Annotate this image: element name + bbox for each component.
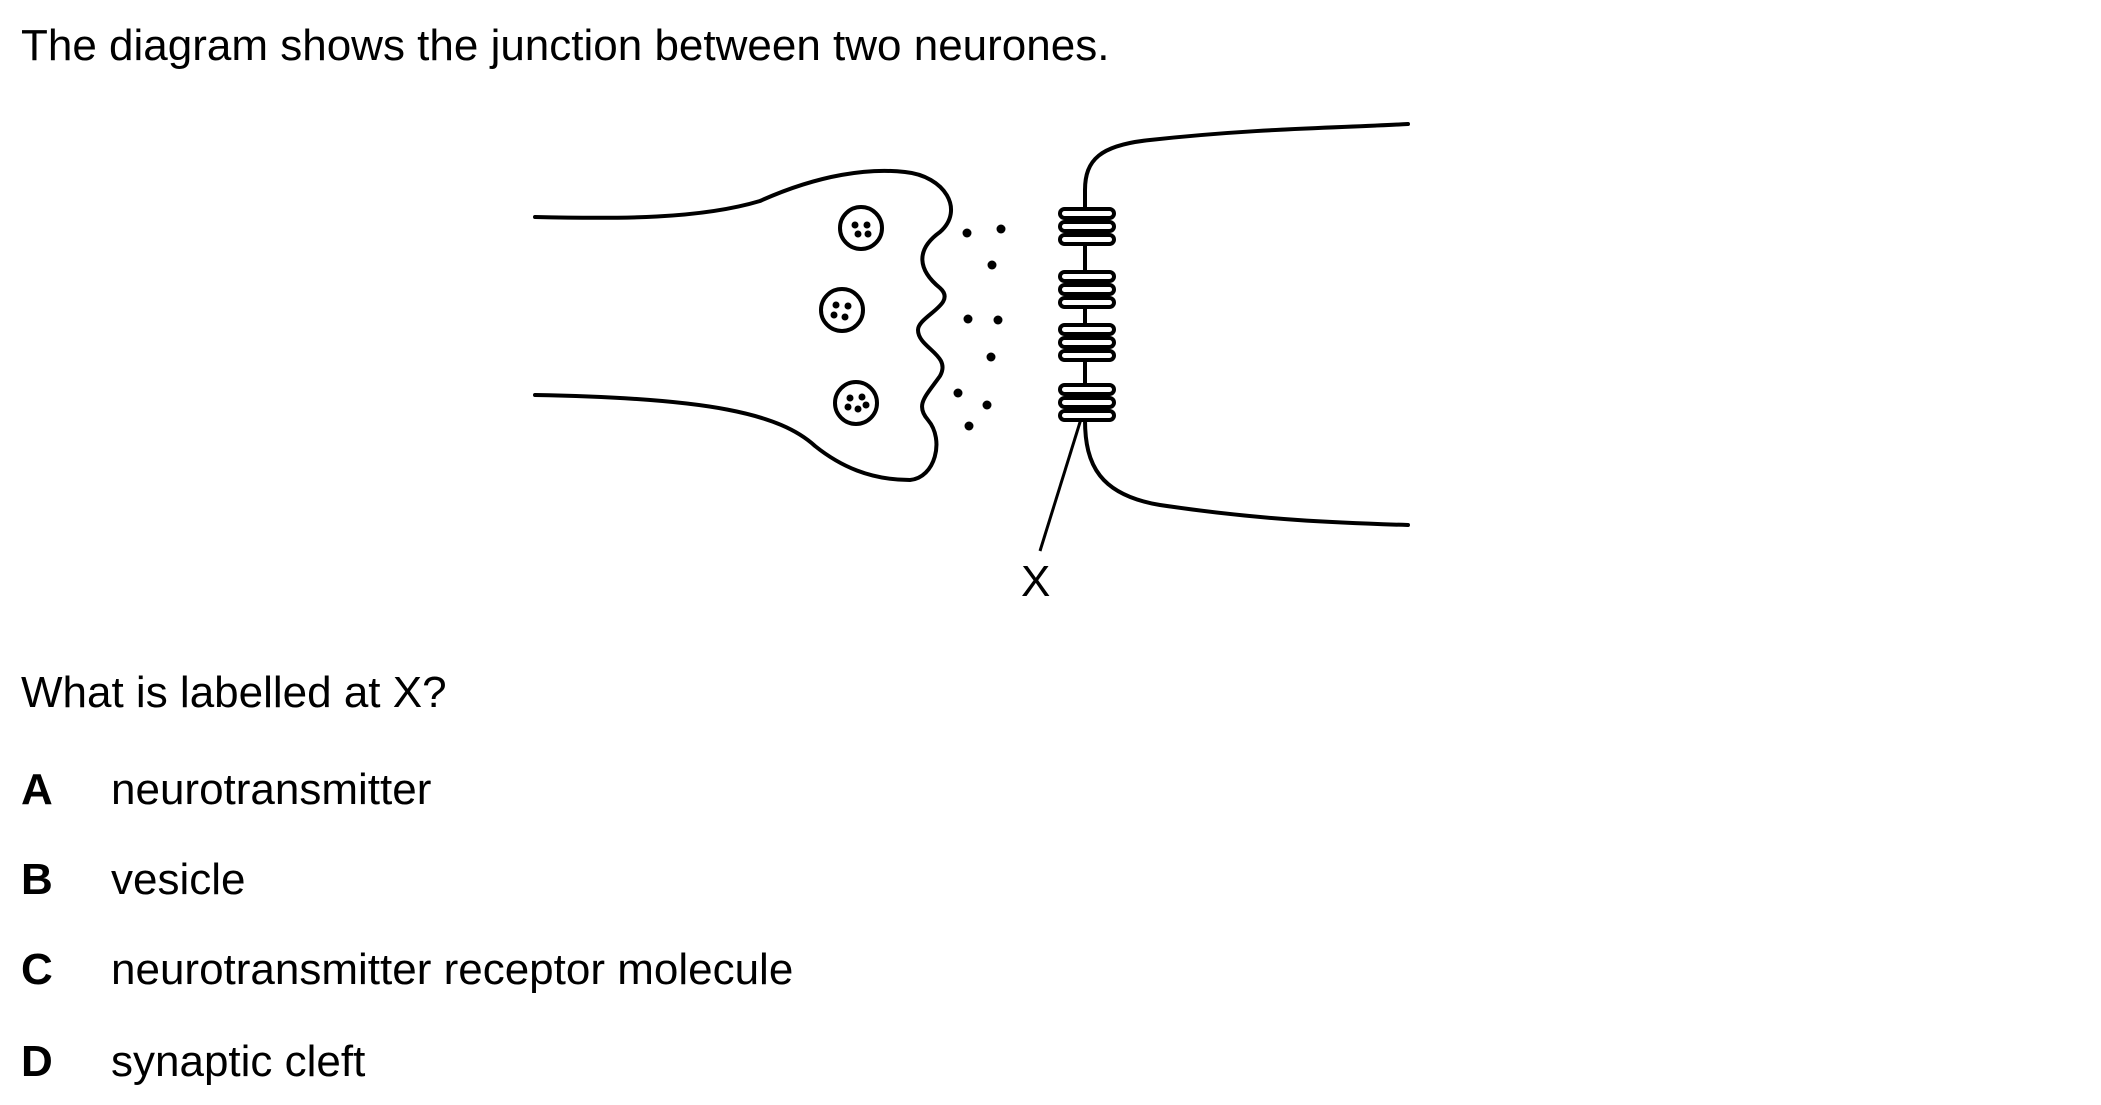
option-d-text: synaptic cleft <box>111 1037 366 1086</box>
option-c-letter: C <box>21 945 53 994</box>
question-prompt: What is labelled at X? <box>21 668 447 717</box>
option-b-text: vesicle <box>111 855 246 904</box>
option-c[interactable]: C neurotransmitter receptor molecule <box>21 940 793 1000</box>
label-x: X <box>1021 557 1050 606</box>
option-d[interactable]: D synaptic cleft <box>21 1032 365 1092</box>
option-b-letter: B <box>21 855 53 904</box>
neurotransmitter-molecules <box>953 224 1006 431</box>
option-b[interactable]: B vesicle <box>21 850 246 910</box>
option-d-letter: D <box>21 1037 53 1086</box>
option-a[interactable]: A neurotransmitter <box>21 760 431 820</box>
postsynaptic-membrane-bottom <box>1083 418 1410 527</box>
question-stem: The diagram shows the junction between t… <box>21 21 1110 70</box>
option-c-text: neurotransmitter receptor molecule <box>111 945 794 994</box>
vesicles <box>819 205 884 426</box>
option-a-letter: A <box>21 765 53 814</box>
postsynaptic-membrane-top <box>1083 122 1410 192</box>
receptor-molecules <box>1058 207 1116 422</box>
presynaptic-membrane <box>533 168 953 483</box>
option-a-text: neurotransmitter <box>111 765 432 814</box>
label-x-leader-line <box>1038 418 1083 552</box>
